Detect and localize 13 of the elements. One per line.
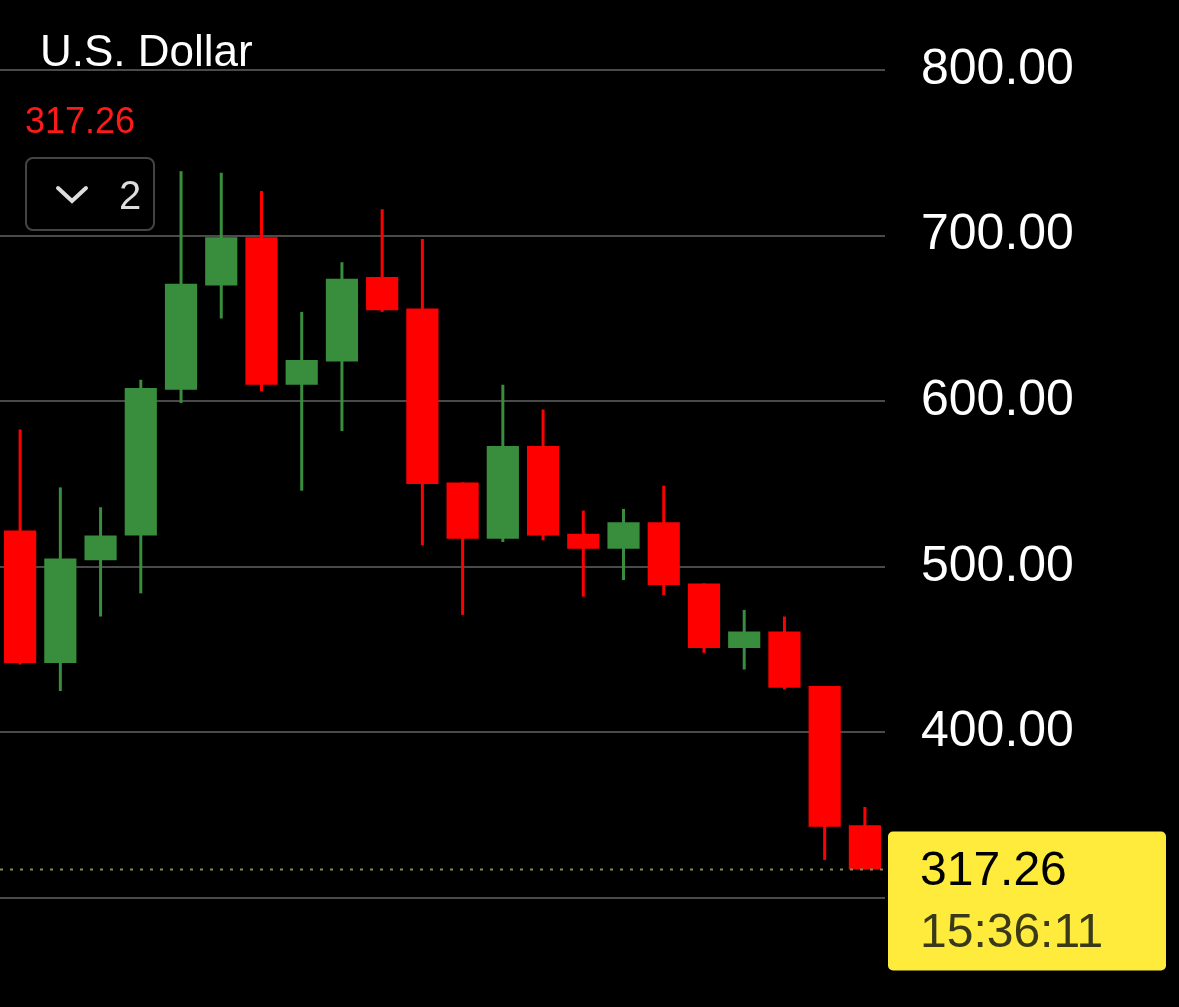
annotation: 317.26: [25, 100, 136, 142]
y-tick-label: 600.00: [921, 370, 1074, 427]
y-tick-label: 800.00: [921, 38, 1074, 95]
candlestick: [567, 510, 600, 597]
chart-title: U.S. Dollar: [40, 26, 253, 76]
dropdown-button: 2: [25, 157, 155, 231]
y-tick-label: 400.00: [921, 701, 1074, 758]
annotation: 2: [119, 173, 142, 218]
ref-line-label: 317.26: [920, 841, 1067, 895]
y-tick-label: 500.00: [921, 535, 1074, 592]
candlestick: [285, 310, 318, 491]
text: 15:36:11: [920, 903, 1104, 957]
y-tick-label: 700.00: [921, 204, 1074, 261]
